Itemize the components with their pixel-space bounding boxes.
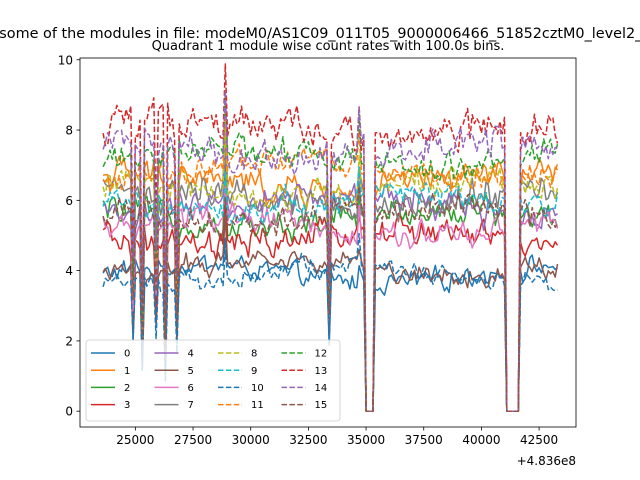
x-tick-label: 30000 — [232, 433, 270, 447]
series-layer — [102, 63, 559, 412]
y-tick-label: 6 — [65, 194, 73, 208]
chart-title: Quadrant 1 module wise count rates with … — [152, 39, 505, 54]
y-tick-label: 0 — [65, 405, 73, 419]
chart-suptitle: Light curves of some of the modules in f… — [0, 26, 640, 42]
legend-label: 1 — [124, 366, 130, 377]
y-tick-label: 4 — [65, 264, 73, 278]
legend-label: 7 — [188, 400, 194, 411]
x-tick-label: 37500 — [405, 433, 443, 447]
legend-label: 8 — [251, 349, 257, 360]
legend-label: 12 — [315, 349, 328, 360]
legend-label: 15 — [315, 400, 328, 411]
legend-label: 2 — [124, 383, 130, 394]
x-tick-label: 35000 — [347, 433, 385, 447]
legend-label: 13 — [315, 366, 328, 377]
x-tick-label: 40000 — [462, 433, 500, 447]
x-tick-label: 32500 — [289, 433, 327, 447]
legend-label: 10 — [251, 383, 264, 394]
series-line-10 — [102, 232, 558, 412]
legend-label: 11 — [251, 400, 264, 411]
legend-label: 5 — [188, 366, 194, 377]
x-tick-label: 42500 — [520, 433, 558, 447]
legend-label: 4 — [188, 349, 194, 360]
x-tick-label: 25000 — [116, 433, 154, 447]
legend-label: 14 — [315, 383, 328, 394]
legend-frame — [85, 339, 341, 422]
legend-label: 0 — [124, 349, 130, 360]
series-line-14 — [102, 89, 558, 412]
tick-layer: 25000 27500 30000 32500 35000 37500 40000 42500… — [58, 53, 558, 447]
axes-frame — [79, 57, 577, 428]
legend-label: 3 — [124, 400, 130, 411]
legend-label: 9 — [251, 366, 257, 377]
series-line-15 — [102, 185, 559, 412]
y-tick-label: 8 — [65, 124, 73, 138]
y-tick-label: 10 — [58, 53, 73, 67]
y-tick-label: 2 — [65, 334, 73, 348]
x-tick-label: 27500 — [174, 433, 212, 447]
legend-label: 6 — [188, 383, 194, 394]
x-offset-label: +4.836e8 — [517, 454, 576, 468]
